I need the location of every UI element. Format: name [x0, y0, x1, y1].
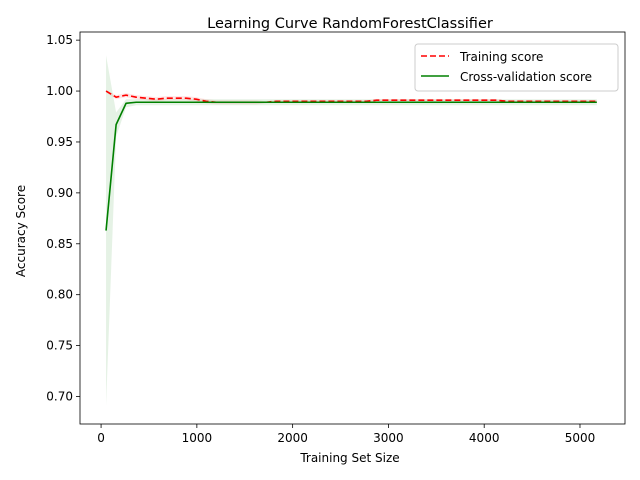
- x-axis-ticks: 0 1000 2000 3000 4000 5000: [97, 424, 595, 445]
- y-tick-label: 0.80: [46, 288, 73, 302]
- y-axis-label: Accuracy Score: [14, 185, 28, 277]
- x-tick-label: 3000: [373, 431, 404, 445]
- y-tick-label: 0.95: [46, 135, 73, 149]
- y-tick-label: 0.70: [46, 390, 73, 404]
- legend-box: [414, 43, 619, 92]
- legend-label-training: Training score: [459, 50, 543, 64]
- y-tick-label: 1.00: [46, 84, 73, 98]
- legend: Training score Cross-validation score: [414, 43, 619, 92]
- x-tick-label: 1000: [182, 431, 213, 445]
- x-tick-label: 0: [97, 431, 105, 445]
- plot-frame: [79, 31, 626, 425]
- y-tick-label: 0.75: [46, 339, 73, 353]
- chart-title: Learning Curve RandomForestClassifier: [207, 16, 493, 32]
- y-tick-label: 0.85: [46, 237, 73, 251]
- line-training-score: [105, 90, 597, 104]
- x-tick-label: 4000: [469, 431, 500, 445]
- y-tick-label: 0.90: [46, 186, 73, 200]
- x-tick-label: 5000: [565, 431, 596, 445]
- series-lines: [105, 90, 597, 231]
- y-tick-label: 1.05: [46, 33, 73, 47]
- x-tick-label: 2000: [277, 431, 308, 445]
- y-axis-ticks: 0.70 0.75 0.80 0.85 0.90 0.95 1.00 1.05: [46, 33, 80, 404]
- x-axis-label: Training Set Size: [299, 451, 399, 465]
- line-cross-validation-score: [105, 101, 597, 231]
- legend-label-cross-validation: Cross-validation score: [460, 70, 592, 84]
